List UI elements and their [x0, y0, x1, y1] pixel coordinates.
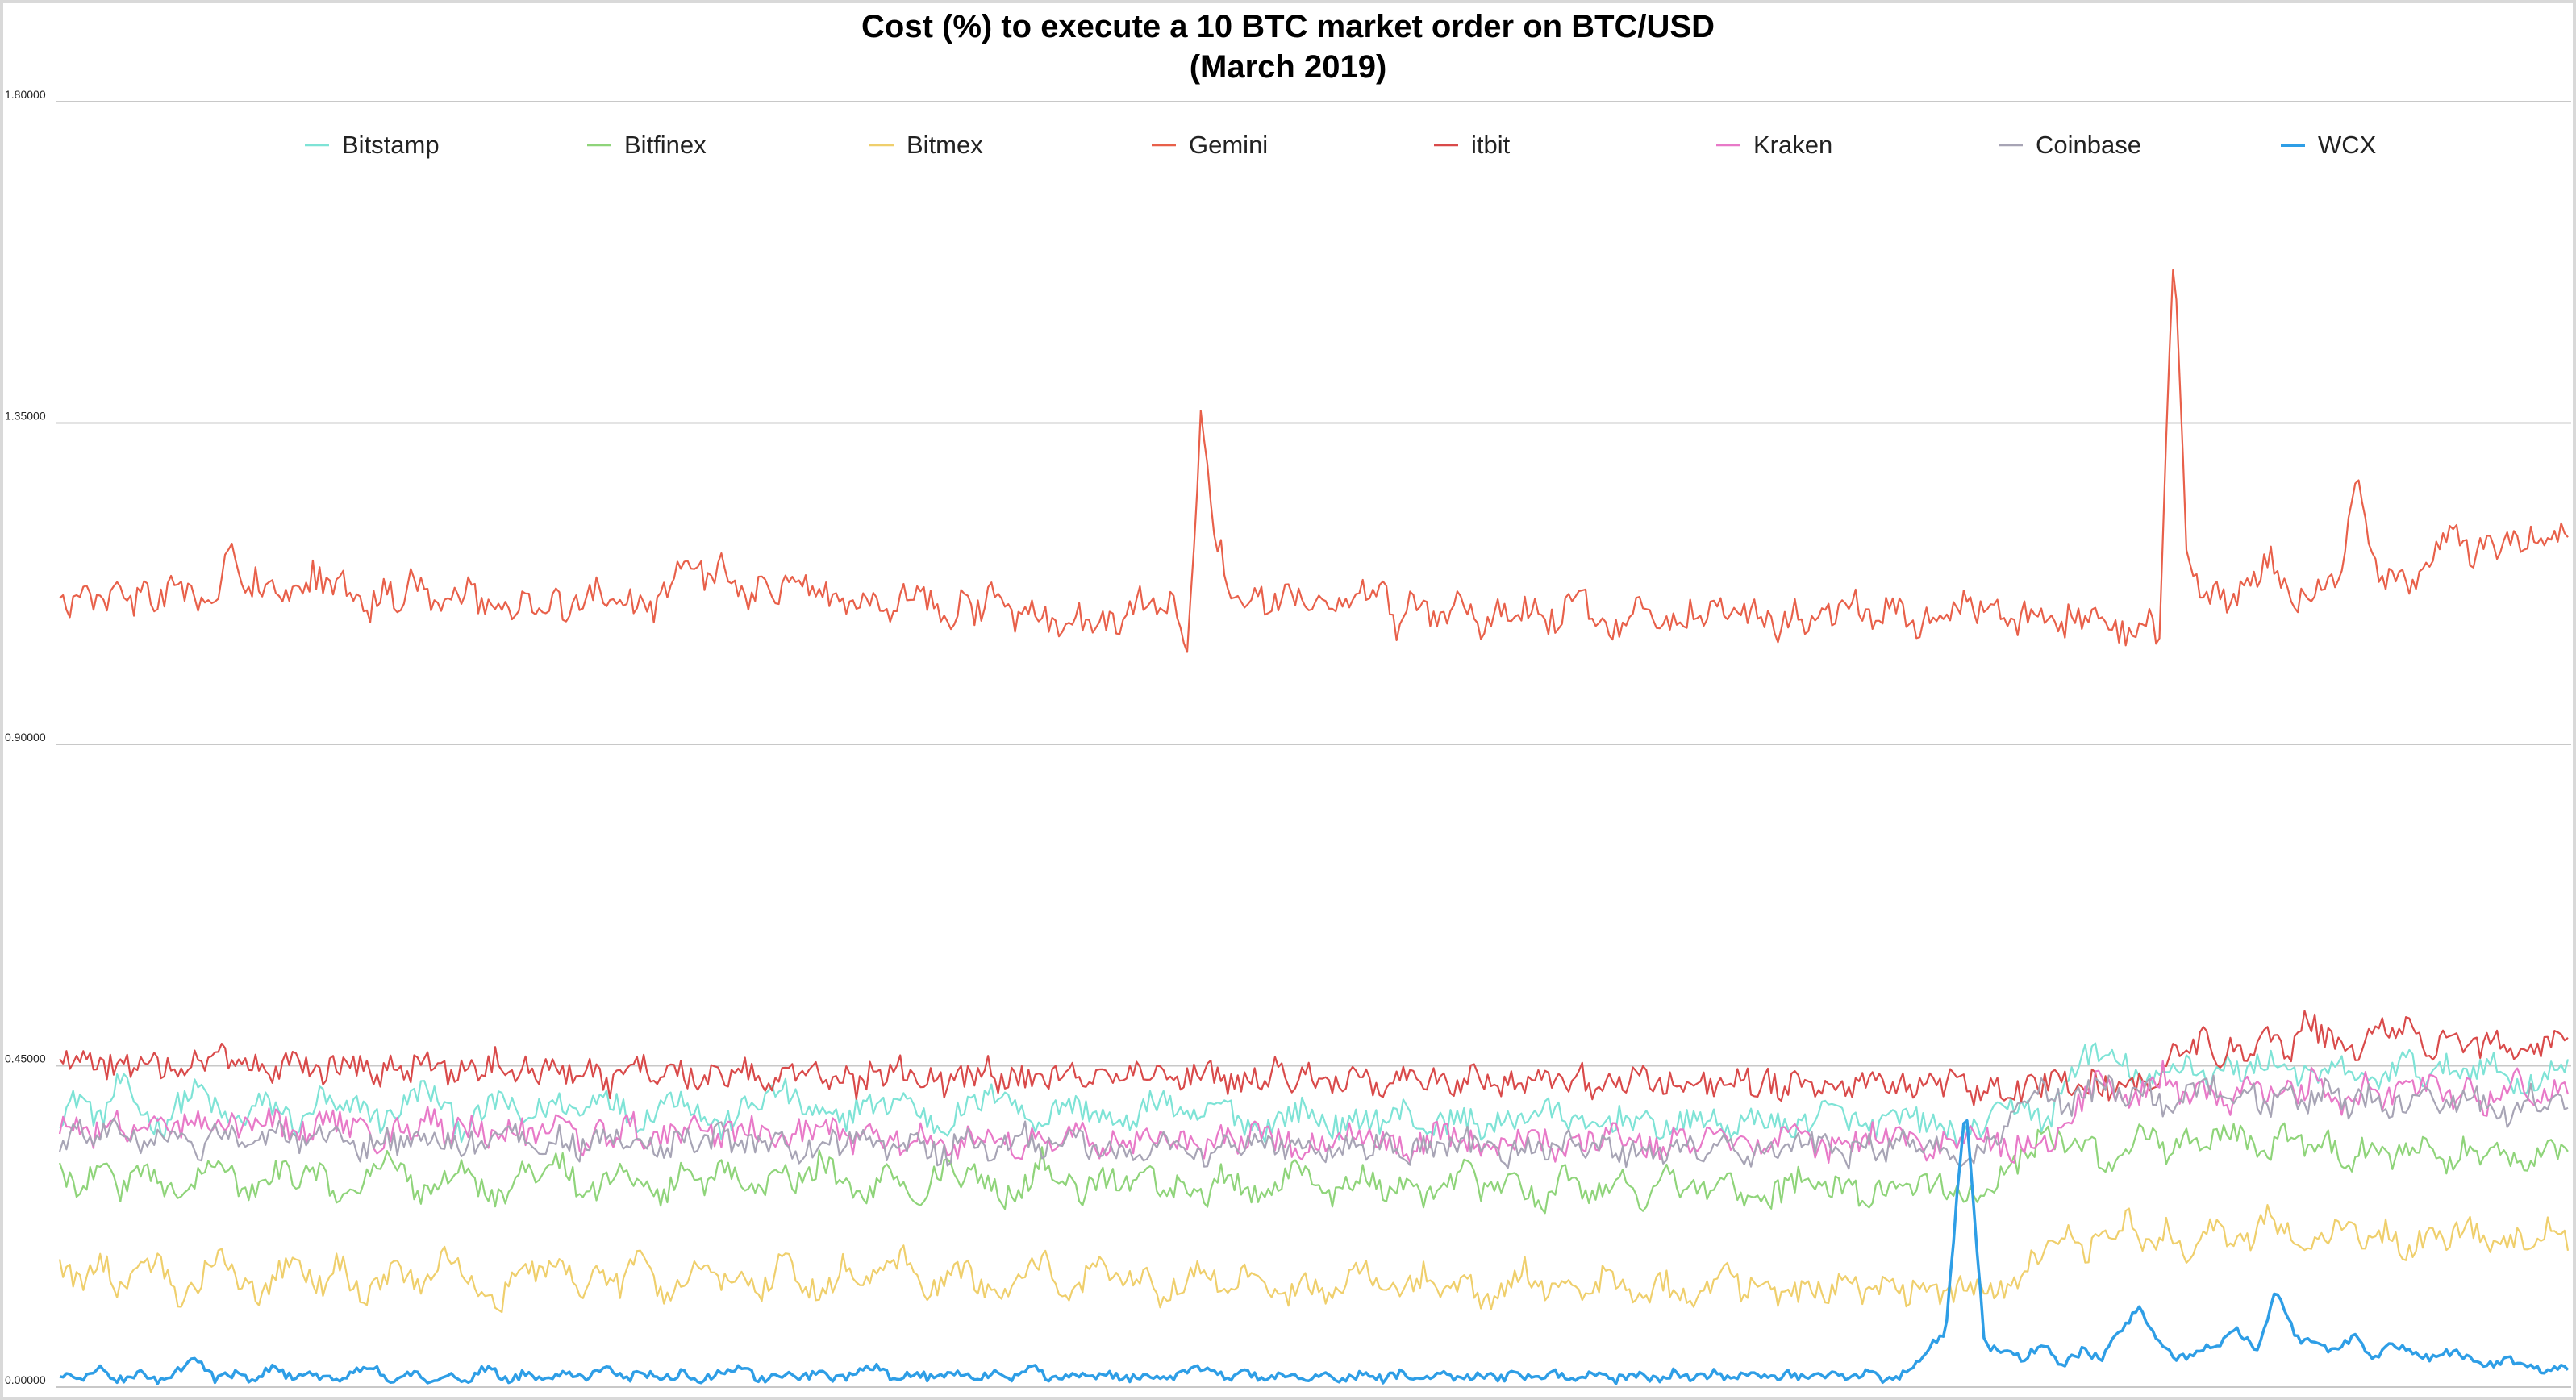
chart-title: Cost (%) to execute a 10 BTC market orde…	[0, 6, 2576, 87]
chart-title-line-2: (March 2019)	[1189, 49, 1387, 85]
y-tick-label: 1.80000	[5, 88, 46, 101]
legend-label: itbit	[1471, 131, 1511, 159]
legend-item-bitstamp: Bitstamp	[305, 131, 440, 159]
grid-lines	[56, 101, 2571, 1388]
legend-item-bitmex: Bitmex	[869, 131, 983, 159]
legend-item-bitfinex: Bitfinex	[587, 131, 707, 159]
series-line-bitmex	[58, 1203, 2570, 1314]
y-axis-ticks: 0.00000 0.45000 0.90000 1.35000 1.80000	[5, 88, 46, 1386]
legend: Bitstamp Bitfinex Bitmex Gemini itbit Kraken C…	[305, 131, 2377, 159]
legend-label: Gemini	[1189, 131, 1268, 159]
legend-item-wcx: WCX	[2281, 131, 2377, 159]
series-line-bitfinex	[58, 1122, 2569, 1215]
series-line-itbit	[59, 1010, 2569, 1106]
legend-label: WCX	[2318, 131, 2377, 159]
series-line-wcx	[59, 1119, 2570, 1385]
series-line-coinbase	[58, 1074, 2569, 1170]
legend-label: Bitstamp	[342, 131, 440, 159]
legend-label: Coinbase	[2036, 131, 2141, 159]
legend-item-itbit: itbit	[1434, 131, 1511, 159]
y-tick-label: 0.90000	[5, 731, 46, 744]
legend-item-kraken: Kraken	[1716, 131, 1832, 159]
y-tick-label: 0.45000	[5, 1052, 46, 1065]
y-tick-label: 0.00000	[5, 1373, 46, 1386]
series-line-bitstamp	[59, 1042, 2570, 1148]
legend-item-gemini: Gemini	[1152, 131, 1268, 159]
series-line-kraken	[58, 1060, 2570, 1165]
legend-label: Kraken	[1753, 131, 1832, 159]
legend-label: Bitmex	[907, 131, 983, 159]
chart-title-line-1: Cost (%) to execute a 10 BTC market orde…	[861, 9, 1715, 44]
y-tick-label: 1.35000	[5, 410, 46, 423]
legend-item-coinbase: Coinbase	[1999, 131, 2141, 159]
series-line-gemini	[59, 269, 2569, 653]
series-lines	[58, 269, 2570, 1385]
legend-label: Bitfinex	[624, 131, 707, 159]
